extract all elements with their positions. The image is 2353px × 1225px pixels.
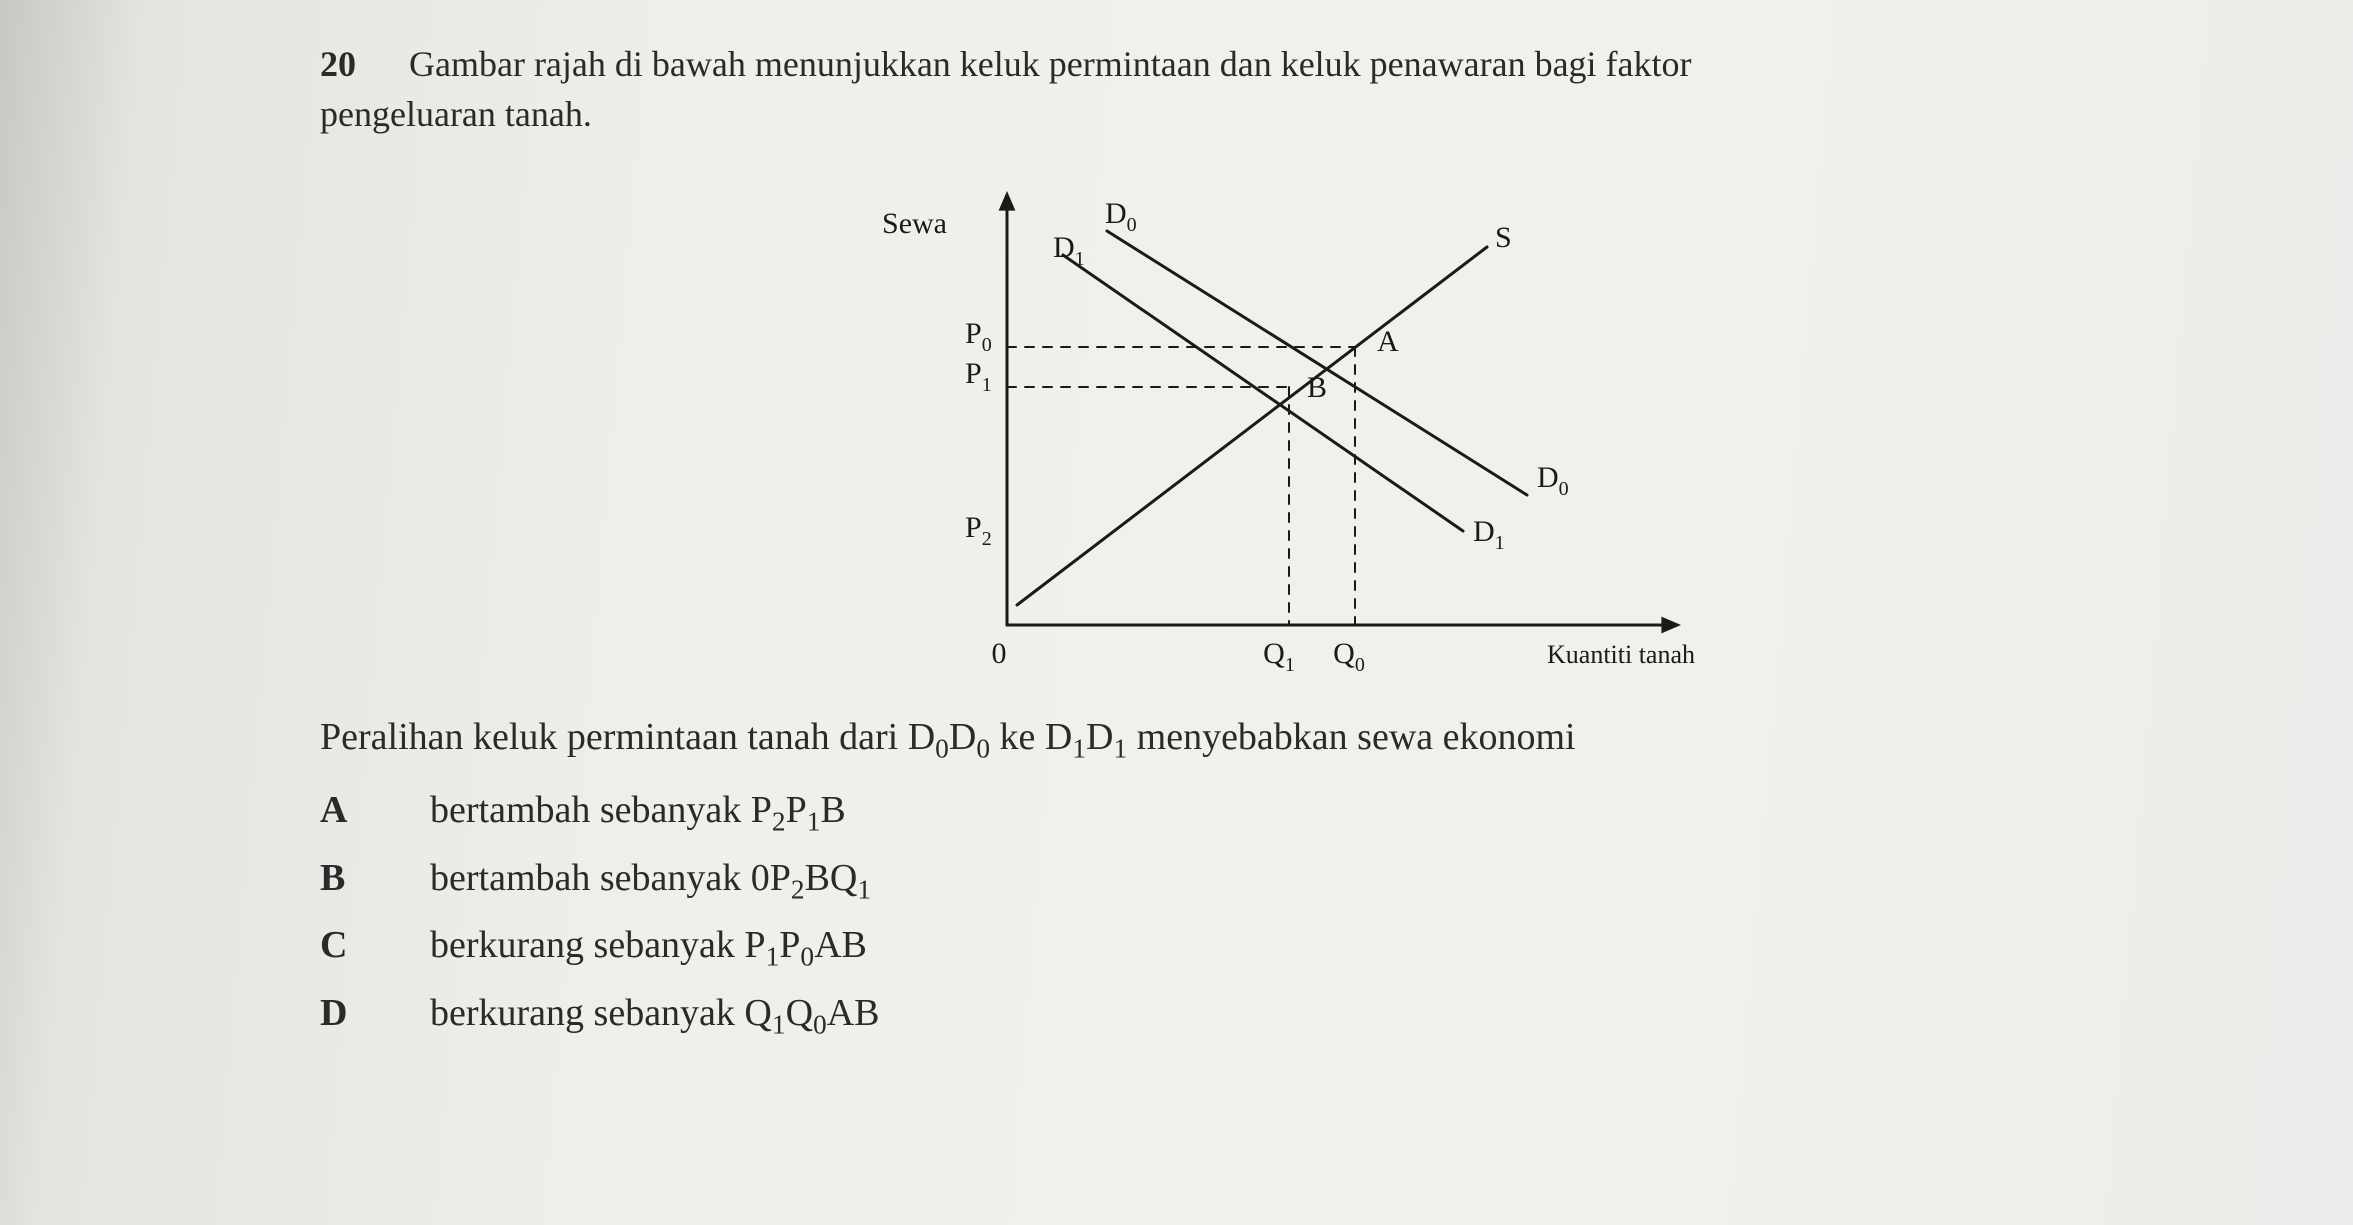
opt-sub: 1 — [857, 874, 871, 904]
opt-pre: bertambah sebanyak P — [430, 789, 772, 831]
opt-sub: 0 — [800, 942, 814, 972]
question-number: 20 — [320, 40, 400, 89]
exam-page: 20 Gambar rajah di bawah menunjukkan kel… — [0, 0, 2353, 1225]
opt-post: B — [820, 789, 845, 831]
diagram-container: S D0 D0 D1 D1 A B Sewa 0 Kuantiti tanah P0P1 P2 Q1 Q0 — [320, 165, 2273, 685]
stem-sub-1: 0 — [935, 733, 949, 763]
opt-mid: BQ — [805, 857, 858, 899]
options-list: A bertambah sebanyak P2P1B B bertambah s… — [320, 788, 2273, 1040]
option-letter: D — [320, 991, 430, 1035]
opt-mid: P — [786, 789, 807, 831]
svg-text:P1: P1 — [965, 357, 992, 396]
option-text: bertambah sebanyak P2P1B — [430, 788, 846, 838]
opt-sub: 2 — [791, 874, 805, 904]
option-text: bertambah sebanyak 0P2BQ1 — [430, 856, 871, 906]
svg-text:Q0: Q0 — [1333, 637, 1365, 676]
option-row: C berkurang sebanyak P1P0AB — [320, 923, 2273, 973]
svg-text:D1: D1 — [1053, 231, 1085, 270]
opt-pre: berkurang sebanyak P — [430, 924, 766, 966]
stem-sub-3: 1 — [1072, 733, 1086, 763]
option-row: B bertambah sebanyak 0P2BQ1 — [320, 856, 2273, 906]
opt-post: AB — [827, 992, 880, 1034]
svg-text:D1: D1 — [1473, 515, 1505, 554]
svg-text:D0: D0 — [1537, 461, 1569, 500]
stem-mid-3: D — [1086, 716, 1113, 758]
svg-text:S: S — [1495, 221, 1512, 254]
question-line-1: 20 Gambar rajah di bawah menunjukkan kel… — [320, 40, 2273, 89]
svg-text:0: 0 — [991, 637, 1006, 670]
stem-pre: Peralihan keluk permintaan tanah dari D — [320, 716, 935, 758]
svg-text:D0: D0 — [1105, 197, 1137, 236]
svg-text:Q1: Q1 — [1263, 637, 1295, 676]
stem-mid-1: D — [949, 716, 976, 758]
supply-demand-diagram: S D0 D0 D1 D1 A B Sewa 0 Kuantiti tanah P0P1 P2 Q1 Q0 — [847, 165, 1747, 685]
stem-sub-4: 1 — [1113, 733, 1127, 763]
question-stem: Peralihan keluk permintaan tanah dari D0… — [320, 715, 2273, 765]
option-letter: C — [320, 923, 430, 967]
opt-sub: 1 — [766, 942, 780, 972]
option-text: berkurang sebanyak P1P0AB — [430, 923, 867, 973]
option-letter: A — [320, 788, 430, 832]
option-row: D berkurang sebanyak Q1Q0AB — [320, 991, 2273, 1041]
question-text-1: Gambar rajah di bawah menunjukkan keluk … — [409, 44, 1692, 84]
svg-text:A: A — [1377, 325, 1399, 358]
opt-pre: bertambah sebanyak 0P — [430, 857, 791, 899]
option-text: berkurang sebanyak Q1Q0AB — [430, 991, 880, 1041]
opt-sub: 1 — [772, 1010, 786, 1040]
question-line-2: pengeluaran tanah. — [320, 93, 2273, 135]
opt-sub: 0 — [813, 1010, 827, 1040]
svg-text:P0: P0 — [965, 317, 992, 356]
option-letter: B — [320, 856, 430, 900]
opt-post: AB — [814, 924, 867, 966]
opt-pre: berkurang sebanyak Q — [430, 992, 772, 1034]
stem-post: menyebabkan sewa ekonomi — [1127, 716, 1575, 758]
svg-text:B: B — [1307, 371, 1327, 404]
svg-text:Sewa: Sewa — [882, 207, 947, 240]
svg-text:P2: P2 — [965, 511, 992, 550]
svg-text:Kuantiti tanah: Kuantiti tanah — [1547, 640, 1695, 669]
opt-mid: P — [779, 924, 800, 966]
opt-mid: Q — [786, 992, 813, 1034]
opt-sub: 1 — [807, 807, 821, 837]
stem-sub-2: 0 — [976, 733, 990, 763]
stem-mid-2: ke D — [990, 716, 1072, 758]
opt-sub: 2 — [772, 807, 786, 837]
option-row: A bertambah sebanyak P2P1B — [320, 788, 2273, 838]
